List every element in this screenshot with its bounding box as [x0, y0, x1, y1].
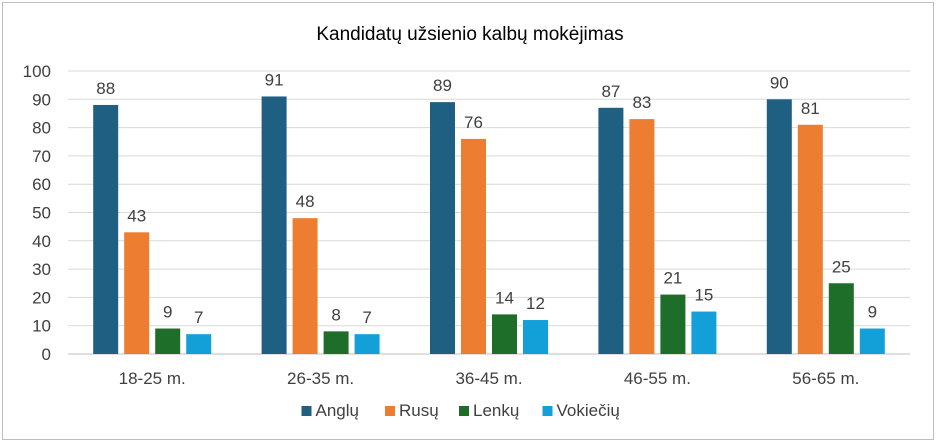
bar	[523, 320, 548, 354]
y-tick-label: 40	[32, 232, 51, 251]
y-tick-label: 60	[32, 175, 51, 194]
data-label: 9	[163, 303, 172, 322]
bar	[124, 232, 150, 354]
y-tick-label: 100	[23, 62, 51, 81]
bar	[292, 218, 318, 354]
bar	[766, 99, 792, 354]
legend-swatch	[542, 406, 553, 416]
y-axis: 0 10 20 30 40 50 60 70 80 90 100	[23, 62, 51, 364]
y-tick-label: 90	[32, 90, 51, 109]
data-label: 7	[362, 308, 371, 327]
data-label: 89	[433, 76, 452, 95]
legend-label: Lenkų	[473, 401, 519, 420]
y-tick-label: 20	[32, 288, 51, 307]
bar	[430, 102, 455, 354]
bar	[492, 314, 517, 354]
bar	[859, 328, 885, 354]
legend-swatch	[459, 406, 469, 416]
legend-swatch	[301, 406, 312, 416]
legend: Anglų Rusų Lenkų Vokiečių	[301, 401, 620, 420]
y-tick-label: 80	[32, 119, 51, 138]
x-tick-label: 46-55 m.	[624, 369, 691, 388]
legend-label: Vokiečių	[557, 401, 620, 420]
x-tick-label: 26-35 m.	[287, 369, 354, 388]
data-label: 21	[663, 269, 682, 288]
bar	[93, 104, 119, 355]
legend-item: Vokiečių	[542, 401, 620, 420]
data-label: 9	[868, 303, 877, 322]
legend-label: Rusų	[399, 401, 439, 420]
bar	[660, 294, 686, 354]
legend-swatch	[385, 406, 395, 416]
y-tick-label: 50	[32, 204, 51, 223]
y-tick-label: 30	[32, 260, 51, 279]
bar	[797, 124, 823, 355]
data-label: 7	[194, 308, 203, 327]
legend-item: Lenkų	[459, 401, 519, 420]
bar	[261, 96, 287, 354]
x-tick-label: 56-65 m.	[792, 369, 859, 388]
data-label: 90	[770, 73, 789, 92]
data-label: 48	[296, 192, 315, 211]
legend-item: Anglų	[301, 401, 359, 420]
bars	[93, 96, 885, 355]
y-tick-label: 0	[42, 345, 51, 364]
data-label: 43	[127, 206, 146, 225]
data-label: 25	[832, 257, 851, 276]
chart-title: Kandidatų užsienio kalbų mokėjimas	[316, 24, 623, 45]
data-label: 87	[601, 82, 620, 101]
bar	[186, 334, 212, 354]
data-label: 88	[96, 79, 115, 98]
data-label: 12	[526, 294, 545, 313]
bar	[155, 328, 181, 354]
data-label: 91	[265, 70, 284, 89]
data-label: 81	[801, 99, 820, 118]
y-tick-label: 70	[32, 147, 51, 166]
data-label: 76	[464, 113, 483, 132]
bar	[828, 283, 854, 354]
x-tick-label: 18-25 m.	[119, 369, 186, 388]
data-label: 15	[694, 286, 713, 305]
bar	[598, 107, 624, 354]
data-label: 8	[331, 305, 340, 324]
legend-item: Rusų	[385, 401, 439, 420]
bar	[323, 331, 349, 354]
x-axis: 18-25 m. 26-35 m. 36-45 m. 46-55 m. 56-65 m.	[119, 369, 860, 388]
y-tick-label: 10	[32, 317, 51, 336]
bar	[354, 334, 380, 354]
x-tick-label: 36-45 m.	[455, 369, 522, 388]
bar	[461, 138, 486, 354]
data-label: 83	[632, 93, 651, 112]
bar	[691, 311, 717, 354]
data-label: 14	[495, 288, 514, 307]
bar	[629, 119, 655, 354]
legend-label: Anglų	[316, 401, 359, 420]
